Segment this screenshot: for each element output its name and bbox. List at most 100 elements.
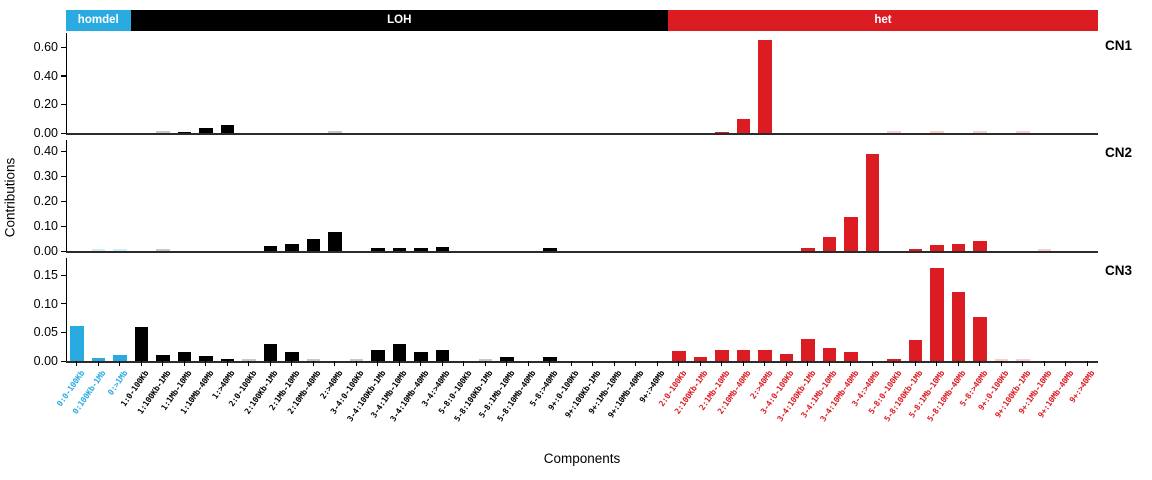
bar bbox=[822, 347, 836, 361]
y-tick-label: 0.60 bbox=[33, 40, 58, 55]
y-tick bbox=[61, 274, 66, 276]
x-tick bbox=[678, 361, 680, 366]
bar bbox=[887, 131, 901, 133]
x-tick bbox=[721, 361, 723, 366]
x-tick bbox=[549, 361, 551, 366]
x-tick bbox=[850, 361, 852, 366]
bar bbox=[113, 249, 127, 251]
bar bbox=[930, 131, 944, 133]
x-tick bbox=[248, 361, 250, 366]
bar bbox=[328, 131, 342, 133]
x-tick bbox=[807, 361, 809, 366]
bar bbox=[199, 355, 213, 361]
bar bbox=[736, 349, 750, 361]
x-tick bbox=[226, 361, 228, 366]
x-tick bbox=[119, 361, 121, 366]
bar bbox=[758, 350, 772, 361]
bar bbox=[887, 358, 901, 361]
y-tick bbox=[61, 46, 66, 48]
x-tick bbox=[1022, 361, 1024, 366]
bar bbox=[349, 359, 363, 361]
y-axis-line bbox=[66, 33, 67, 133]
bar bbox=[543, 356, 557, 361]
x-axis-title: Components bbox=[543, 451, 621, 466]
x-tick bbox=[183, 361, 185, 366]
bar bbox=[220, 124, 234, 133]
bar bbox=[973, 131, 987, 133]
x-tick bbox=[355, 361, 357, 366]
y-tick bbox=[61, 331, 66, 334]
x-axis-line bbox=[66, 361, 1098, 363]
x-tick bbox=[140, 361, 142, 366]
x-tick bbox=[656, 361, 658, 366]
bar bbox=[822, 237, 836, 251]
x-tick bbox=[420, 361, 422, 366]
x-tick bbox=[205, 361, 207, 366]
bar bbox=[435, 349, 449, 361]
x-tick bbox=[97, 361, 99, 366]
bar bbox=[543, 248, 557, 251]
bar bbox=[242, 359, 256, 361]
bar bbox=[70, 325, 84, 361]
y-tick-label: 0.40 bbox=[33, 144, 58, 159]
bar bbox=[371, 350, 385, 361]
bar bbox=[500, 356, 514, 361]
x-tick bbox=[893, 361, 895, 366]
x-tick bbox=[979, 361, 981, 366]
group-header-homdel: homdel bbox=[66, 10, 131, 31]
x-tick bbox=[742, 361, 744, 366]
bar bbox=[392, 344, 406, 361]
bar bbox=[693, 356, 707, 361]
x-tick bbox=[527, 361, 529, 366]
bar bbox=[715, 350, 729, 361]
y-axis-line bbox=[66, 140, 67, 251]
x-tick bbox=[269, 361, 271, 366]
x-tick bbox=[334, 361, 336, 366]
x-axis-line bbox=[66, 251, 1098, 253]
x-tick bbox=[957, 361, 959, 366]
x-tick bbox=[936, 361, 938, 366]
x-tick bbox=[312, 361, 314, 366]
group-header-loh: LOH bbox=[130, 10, 668, 31]
bar bbox=[951, 244, 965, 251]
panel-label: CN1 bbox=[1105, 38, 1133, 53]
y-tick-label: 0.00 bbox=[33, 244, 58, 258]
y-tick bbox=[61, 175, 66, 177]
y-tick-label: 0.10 bbox=[33, 296, 58, 311]
y-tick-label: 0.05 bbox=[33, 325, 58, 340]
bar bbox=[908, 340, 922, 361]
bar bbox=[91, 249, 105, 251]
y-tick bbox=[61, 150, 66, 152]
x-tick bbox=[1043, 361, 1045, 366]
x-tick bbox=[291, 361, 293, 366]
bar bbox=[134, 327, 148, 361]
y-tick bbox=[61, 103, 66, 106]
y-tick bbox=[61, 303, 66, 305]
bar bbox=[414, 351, 428, 361]
bar bbox=[844, 217, 858, 251]
bar bbox=[371, 247, 385, 251]
bar bbox=[908, 249, 922, 251]
x-tick bbox=[506, 361, 508, 366]
x-tick bbox=[398, 361, 400, 366]
bar bbox=[156, 131, 170, 133]
bar bbox=[177, 131, 191, 133]
bar bbox=[973, 240, 987, 251]
bar bbox=[435, 247, 449, 251]
bar bbox=[306, 359, 320, 361]
x-tick bbox=[484, 361, 486, 366]
y-tick-label: 0.15 bbox=[33, 268, 58, 283]
bar bbox=[672, 351, 686, 361]
y-tick bbox=[61, 360, 66, 362]
x-tick bbox=[635, 361, 637, 366]
bar bbox=[930, 267, 944, 361]
bar bbox=[865, 153, 879, 251]
x-tick bbox=[570, 361, 572, 366]
x-tick bbox=[764, 361, 766, 366]
bar bbox=[156, 249, 170, 251]
x-tick bbox=[162, 361, 164, 366]
bar bbox=[801, 339, 815, 361]
bar bbox=[1037, 249, 1051, 251]
x-tick bbox=[76, 361, 78, 366]
